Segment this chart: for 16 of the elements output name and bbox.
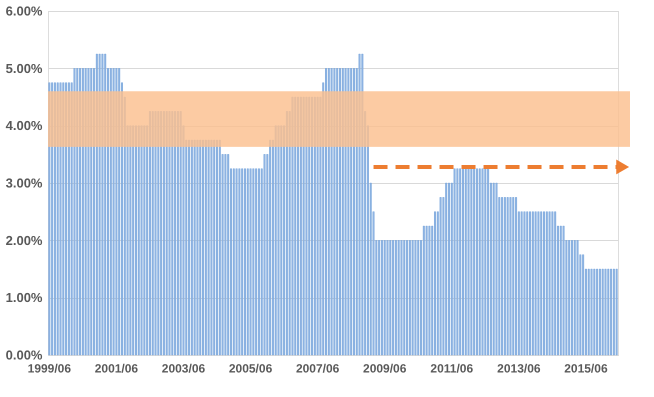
x-tick-label: 2011/06 — [430, 362, 474, 376]
y-tick-label: 6.00% — [6, 4, 43, 18]
y-tick-label: 1.00% — [6, 290, 43, 306]
x-tick-label: 2009/06 — [363, 362, 407, 376]
x-tick-label: 2013/06 — [497, 362, 541, 376]
x-tick-label: 2003/06 — [162, 362, 206, 376]
y-tick-label: 3.00% — [6, 176, 43, 190]
y-tick-label: 0.00% — [6, 348, 43, 362]
x-tick-label: 1999/06 — [28, 362, 72, 376]
x-tick-label: 2001/06 — [94, 362, 138, 376]
y-tick-label: 4.00% — [6, 118, 43, 134]
y-tick-label: 5.00% — [6, 60, 43, 76]
x-tick-label: 2015/06 — [564, 362, 608, 376]
y-tick-label: 2.00% — [6, 232, 43, 248]
x-tick-label: 2005/06 — [228, 362, 273, 376]
x-tick-label: 2007/06 — [296, 362, 340, 376]
